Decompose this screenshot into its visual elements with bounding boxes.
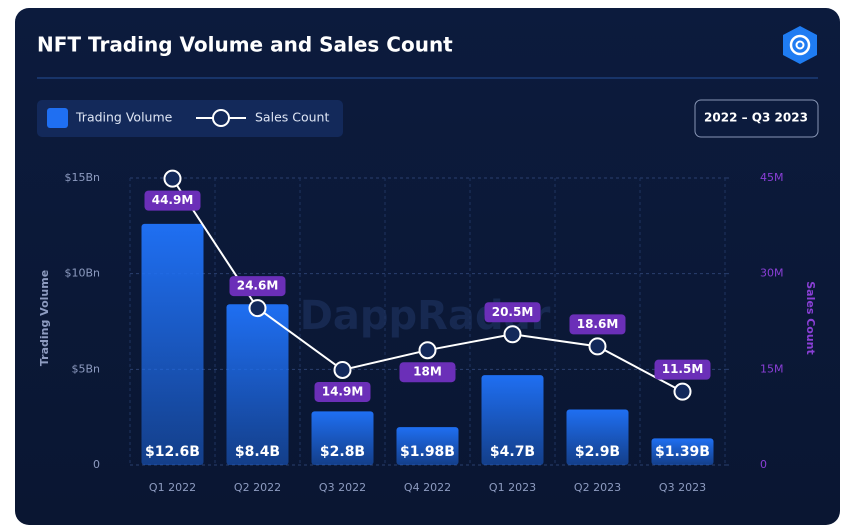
x-tick-label: Q4 2022 xyxy=(404,481,451,494)
date-range-box xyxy=(694,99,819,138)
legend-swatch xyxy=(47,108,68,128)
sales-value-label: 20.5M xyxy=(492,305,534,319)
sales-label-bg xyxy=(399,362,456,383)
sales-label-bg xyxy=(314,381,371,402)
sales-marker xyxy=(588,337,607,356)
y2-tick-label: 30M xyxy=(760,267,784,280)
chart-title: NFT Trading Volume and Sales Count xyxy=(37,33,453,57)
sales-value-label: 18M xyxy=(413,365,442,379)
x-tick-label: Q1 2023 xyxy=(489,481,536,494)
x-tick-label: Q2 2023 xyxy=(574,481,621,494)
sales-marker xyxy=(333,360,352,379)
sales-value-label: 24.6M xyxy=(237,279,279,293)
bar-value-label: $1.39B xyxy=(655,444,710,460)
bar xyxy=(396,427,459,465)
x-tick-label: Q1 2022 xyxy=(149,481,196,494)
x-tick-label: Q3 2022 xyxy=(319,481,366,494)
sales-label-bg xyxy=(229,276,286,297)
y2-axis-title: Sales Count xyxy=(804,281,817,355)
y2-tick-label: 45M xyxy=(760,171,784,184)
y-tick-label: $10Bn xyxy=(64,267,100,280)
sales-label-bg xyxy=(654,359,711,380)
bar xyxy=(226,304,289,465)
bar-value-label: $2.8B xyxy=(320,444,365,460)
bar-value-label: $12.6B xyxy=(145,444,200,460)
y2-tick-label: 0 xyxy=(760,458,767,471)
y-tick-label: $5Bn xyxy=(71,362,100,375)
y2-tick-label: 15M xyxy=(760,362,784,375)
legend-label: Trading Volume xyxy=(75,110,173,125)
bar-value-label: $4.7B xyxy=(490,444,535,460)
bar-value-label: $8.4B xyxy=(235,444,280,460)
sales-value-label: 14.9M xyxy=(322,384,364,398)
sales-label-bg xyxy=(569,314,626,335)
y-axis-title: Trading Volume xyxy=(38,270,51,366)
sales-value-label: 11.5M xyxy=(662,362,704,376)
bar xyxy=(566,409,629,465)
sales-marker xyxy=(673,382,692,401)
legend xyxy=(37,100,343,137)
bar-value-label: $2.9B xyxy=(575,444,620,460)
sales-marker xyxy=(418,341,437,360)
legend-label: Sales Count xyxy=(255,110,329,125)
bar xyxy=(311,411,374,465)
x-tick-label: Q3 2023 xyxy=(659,481,706,494)
sales-label-bg xyxy=(484,302,541,323)
sales-marker xyxy=(248,299,267,318)
card xyxy=(15,8,840,525)
x-tick-label: Q2 2022 xyxy=(234,481,281,494)
sales-marker xyxy=(163,169,182,188)
sales-label-bg xyxy=(144,190,201,211)
y-tick-label: $15Bn xyxy=(64,171,100,184)
sales-marker xyxy=(503,325,522,344)
date-range: 2022 – Q3 2023 xyxy=(704,111,808,125)
logo xyxy=(783,26,817,64)
bar xyxy=(481,375,544,465)
legend-marker xyxy=(212,109,230,127)
bar xyxy=(141,223,204,465)
sales-value-label: 18.6M xyxy=(577,317,619,331)
bar xyxy=(651,438,714,465)
sales-value-label: 44.9M xyxy=(152,193,194,207)
bar-value-label: $1.98B xyxy=(400,444,455,460)
y-tick-label: 0 xyxy=(93,458,100,471)
